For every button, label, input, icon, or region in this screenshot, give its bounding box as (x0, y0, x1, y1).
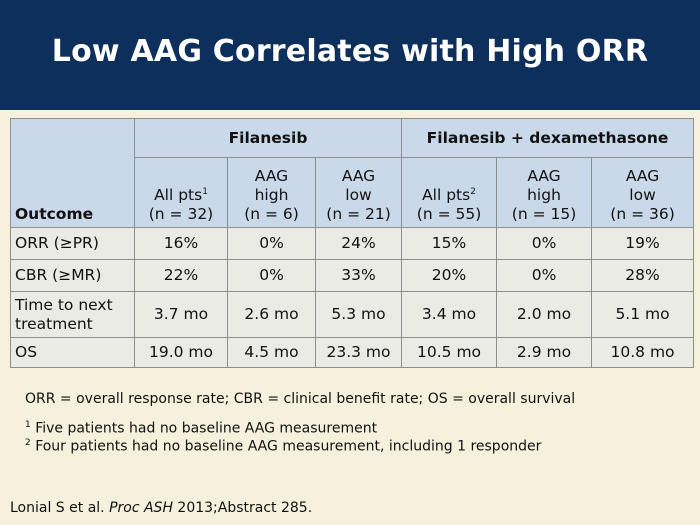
table-cell: 10.8 mo (591, 337, 695, 368)
table-cell: 0% (496, 259, 593, 292)
results-table: Outcome Filanesib Filanesib + dexamethas… (10, 118, 695, 368)
table-cell: 10.5 mo (401, 337, 498, 368)
row-label: OS (10, 337, 135, 368)
column-header-1: All pts1 (n = 32) (134, 157, 228, 228)
column-header-n: (n = 6) (244, 205, 299, 223)
row-label: Time to next treatment (10, 291, 135, 338)
table-cell: 2.6 mo (227, 291, 316, 338)
table-cell: 15% (401, 227, 498, 260)
row-label: ORR (≥PR) (10, 227, 135, 260)
citation: Lonial S et al. Proc ASH 2013;Abstract 2… (10, 500, 312, 516)
footnote-1-text: Five patients had no baseline AAG measur… (35, 420, 378, 437)
column-header-line1: AAG (527, 167, 561, 185)
column-header-line1 (406, 164, 492, 183)
column-header-4: All pts2 (n = 55) (401, 157, 498, 228)
table-cell: 33% (314, 259, 403, 292)
footnote-2: 2 Four patients had no baseline AAG meas… (25, 438, 541, 455)
table-cell: 20% (401, 259, 498, 292)
column-header-line1 (139, 164, 223, 183)
column-header-line2: low (345, 186, 372, 204)
column-header-n: (n = 21) (326, 205, 391, 223)
table-cell: 0% (227, 259, 316, 292)
column-header-line2: low (629, 186, 656, 204)
column-header-5: AAG high (n = 15) (496, 157, 593, 228)
abbreviations-note: ORR = overall response rate; CBR = clini… (25, 391, 576, 407)
table-cell: 3.7 mo (134, 291, 228, 338)
table-cell: 3.4 mo (401, 291, 498, 338)
table-cell: 5.1 mo (591, 291, 695, 338)
footnote-2-mark: 2 (25, 438, 31, 448)
column-header-line2: high (254, 186, 289, 204)
table-row: Time to next treatment 3.7 mo 2.6 mo 5.3 mo… (10, 291, 695, 338)
table-row: OS 19.0 mo 4.5 mo 23.3 mo 10.5 mo 2.9 mo 10.8 … (10, 337, 695, 368)
table-cell: 0% (496, 227, 593, 260)
table-cell: 19% (591, 227, 695, 260)
footnote-2-text: Four patients had no baseline AAG measur… (35, 438, 542, 455)
table-cell: 23.3 mo (314, 337, 403, 368)
table-cell: 0% (227, 227, 316, 260)
column-header-footnote-mark: 2 (470, 186, 476, 197)
column-header-footnote-mark: 1 (202, 186, 208, 197)
column-header-line1: AAG (341, 167, 376, 185)
column-header-6: AAG low (n = 36) (591, 157, 695, 228)
column-header-line2: All pts (154, 186, 203, 204)
column-header-line1: AAG (625, 167, 660, 185)
table-row: CBR (≥MR) 22% 0% 33% 20% 0% 28% (10, 259, 695, 292)
footnote-1: 1 Five patients had no baseline AAG meas… (25, 420, 377, 437)
table-cell: 22% (134, 259, 228, 292)
citation-journal: Proc ASH (109, 500, 173, 516)
table-cell: 5.3 mo (314, 291, 403, 338)
title-bar: Low AAG Correlates with High ORR (0, 0, 700, 110)
column-header-n: (n = 36) (610, 205, 675, 223)
column-header-n: (n = 32) (148, 205, 214, 223)
table-cell: 4.5 mo (227, 337, 316, 368)
row-label: CBR (≥MR) (10, 259, 135, 292)
column-header-n: (n = 15) (511, 205, 577, 223)
column-header-line2: All pts (422, 186, 471, 204)
table-cell: 2.0 mo (496, 291, 593, 338)
table-cell: 2.9 mo (496, 337, 593, 368)
group-header-filanesib: Filanesib (133, 118, 403, 158)
column-header-line1: AAG (254, 167, 289, 185)
column-header-2: AAG high (n = 6) (227, 157, 316, 228)
column-header-line2: high (527, 186, 561, 204)
column-header-n: (n = 55) (416, 205, 482, 223)
table-row: ORR (≥PR) 16% 0% 24% 15% 0% 19% (10, 227, 695, 260)
table-cell: 28% (591, 259, 695, 292)
footnote-1-mark: 1 (25, 420, 31, 430)
group-header-filanesib-dex: Filanesib + dexamethasone (401, 118, 695, 158)
citation-authors: Lonial S et al. (10, 500, 105, 516)
slide-title: Low AAG Correlates with High ORR (51, 34, 649, 69)
citation-rest: 2013;Abstract 285. (177, 500, 313, 516)
outcome-header: Outcome (10, 118, 135, 228)
table-cell: 16% (134, 227, 228, 260)
table-cell: 19.0 mo (134, 337, 228, 368)
table-cell: 24% (314, 227, 403, 260)
column-header-3: AAG low (n = 21) (314, 157, 403, 228)
